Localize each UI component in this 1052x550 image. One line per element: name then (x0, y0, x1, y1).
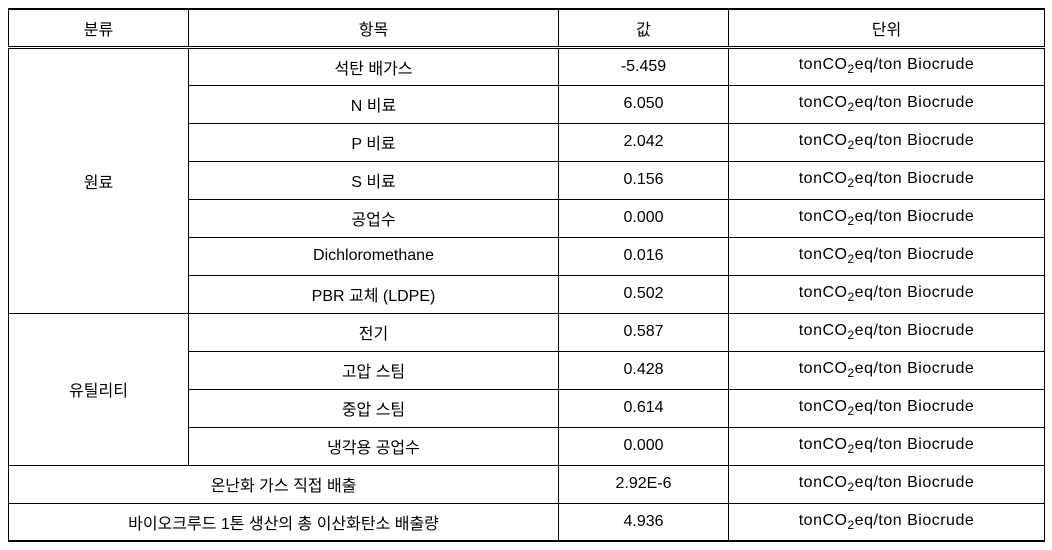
unit-cell: tonCO2eq/ton Biocrude (729, 47, 1045, 85)
value-cell: 0.016 (559, 237, 729, 275)
item-cell: N 비료 (189, 85, 559, 123)
table-row: 원료석탄 배가스-5.459tonCO2eq/ton Biocrude (9, 47, 1045, 85)
value-cell: 0.156 (559, 161, 729, 199)
footer-row: 바이오크루드 1톤 생산의 총 이산화탄소 배출량4.936tonCO2eq/t… (9, 503, 1045, 541)
unit-cell: tonCO2eq/ton Biocrude (729, 85, 1045, 123)
unit-cell: tonCO2eq/ton Biocrude (729, 161, 1045, 199)
header-category: 분류 (9, 9, 189, 47)
unit-cell: tonCO2eq/ton Biocrude (729, 503, 1045, 541)
unit-cell: tonCO2eq/ton Biocrude (729, 123, 1045, 161)
footer-value: 4.936 (559, 503, 729, 541)
item-cell: 전기 (189, 313, 559, 351)
item-cell: 냉각용 공업수 (189, 427, 559, 465)
unit-cell: tonCO2eq/ton Biocrude (729, 199, 1045, 237)
item-cell: 석탄 배가스 (189, 47, 559, 85)
value-cell: 0.428 (559, 351, 729, 389)
unit-cell: tonCO2eq/ton Biocrude (729, 389, 1045, 427)
table-body: 원료석탄 배가스-5.459tonCO2eq/ton BiocrudeN 비료6… (9, 47, 1045, 541)
unit-cell: tonCO2eq/ton Biocrude (729, 313, 1045, 351)
footer-row: 온난화 가스 직접 배출2.92E-6tonCO2eq/ton Biocrude (9, 465, 1045, 503)
value-cell: 2.042 (559, 123, 729, 161)
header-row: 분류 항목 값 단위 (9, 9, 1045, 47)
value-cell: 0.502 (559, 275, 729, 313)
footer-value: 2.92E-6 (559, 465, 729, 503)
footer-label: 온난화 가스 직접 배출 (9, 465, 559, 503)
value-cell: 0.000 (559, 199, 729, 237)
unit-cell: tonCO2eq/ton Biocrude (729, 275, 1045, 313)
value-cell: 0.000 (559, 427, 729, 465)
unit-cell: tonCO2eq/ton Biocrude (729, 351, 1045, 389)
value-cell: 0.587 (559, 313, 729, 351)
table-row: 유틸리티전기0.587tonCO2eq/ton Biocrude (9, 313, 1045, 351)
unit-cell: tonCO2eq/ton Biocrude (729, 465, 1045, 503)
unit-cell: tonCO2eq/ton Biocrude (729, 427, 1045, 465)
value-cell: 6.050 (559, 85, 729, 123)
item-cell: PBR 교체 (LDPE) (189, 275, 559, 313)
item-cell: P 비료 (189, 123, 559, 161)
item-cell: S 비료 (189, 161, 559, 199)
item-cell: 중압 스팀 (189, 389, 559, 427)
footer-label: 바이오크루드 1톤 생산의 총 이산화탄소 배출량 (9, 503, 559, 541)
header-value: 값 (559, 9, 729, 47)
value-cell: 0.614 (559, 389, 729, 427)
header-item: 항목 (189, 9, 559, 47)
header-unit: 단위 (729, 9, 1045, 47)
category-cell: 원료 (9, 47, 189, 313)
unit-cell: tonCO2eq/ton Biocrude (729, 237, 1045, 275)
category-cell: 유틸리티 (9, 313, 189, 465)
item-cell: Dichloromethane (189, 237, 559, 275)
emissions-table: 분류 항목 값 단위 원료석탄 배가스-5.459tonCO2eq/ton Bi… (8, 8, 1045, 542)
item-cell: 공업수 (189, 199, 559, 237)
item-cell: 고압 스팀 (189, 351, 559, 389)
value-cell: -5.459 (559, 47, 729, 85)
